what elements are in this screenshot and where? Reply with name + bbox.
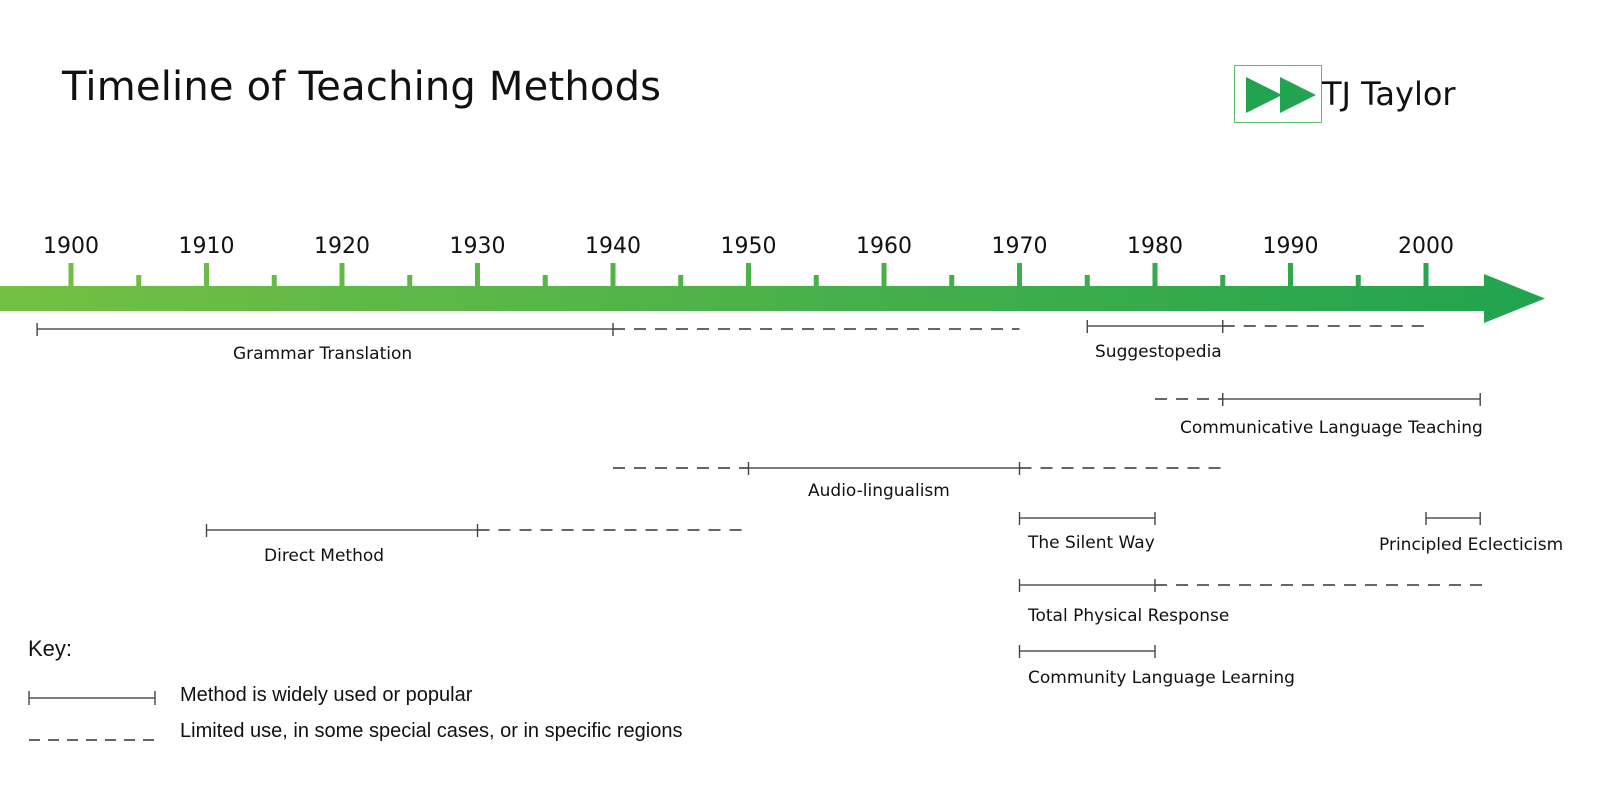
method-label: Total Physical Response xyxy=(1027,606,1229,626)
major-tick xyxy=(746,263,751,287)
logo-frame xyxy=(1234,65,1322,123)
minor-tick xyxy=(136,275,142,287)
minor-tick xyxy=(678,275,684,287)
major-tick xyxy=(1423,263,1429,287)
method-label: Grammar Translation xyxy=(233,344,412,364)
method-direct-method: Direct Method xyxy=(205,524,749,566)
minor-tick xyxy=(271,275,277,287)
method-label: Community Language Learning xyxy=(1028,668,1295,688)
year-label: 1990 xyxy=(1263,234,1319,259)
logo-text: TJ Taylor xyxy=(1322,75,1456,113)
year-label: 1950 xyxy=(721,234,777,259)
method-community-language-learning: Community Language Learning xyxy=(1018,645,1295,688)
major-tick xyxy=(204,263,209,287)
method-label: Principled Eclecticism xyxy=(1379,535,1563,555)
minor-tick xyxy=(1355,275,1361,287)
major-tick xyxy=(1017,263,1022,287)
year-label: 1980 xyxy=(1127,234,1183,259)
major-tick xyxy=(339,263,345,287)
method-audio-lingualism: Audio-lingualism xyxy=(613,462,1223,501)
method-the-silent-way: The Silent Way xyxy=(1018,512,1156,553)
method-suggestopedia: Suggestopedia xyxy=(1086,320,1426,362)
major-tick xyxy=(610,263,616,287)
year-label: 1920 xyxy=(314,234,370,259)
key-dashed-label: Limited use, in some special cases, or i… xyxy=(180,720,683,742)
timeline-arrow xyxy=(0,274,1545,323)
year-label: 1900 xyxy=(43,234,99,259)
method-communicative-language-teaching: Communicative Language Teaching xyxy=(1155,393,1483,438)
year-label: 1960 xyxy=(856,234,912,259)
method-principled-eclecticism: Principled Eclecticism xyxy=(1379,512,1563,555)
year-label: 1910 xyxy=(179,234,235,259)
method-label: Direct Method xyxy=(264,546,384,566)
minor-tick xyxy=(542,275,548,287)
method-label: Communicative Language Teaching xyxy=(1180,418,1483,438)
major-tick xyxy=(1288,263,1293,287)
minor-tick xyxy=(1220,275,1226,287)
timeline-axis: 1900 1910 1920 1930 1940 1950 1960 1970 1980 1990… xyxy=(0,234,1545,323)
key-solid-label: Method is widely used or popular xyxy=(180,684,473,706)
major-tick xyxy=(475,263,480,287)
method-label: The Silent Way xyxy=(1027,533,1155,553)
major-tick xyxy=(68,263,74,287)
key-lines xyxy=(28,691,156,741)
method-total-physical-response: Total Physical Response xyxy=(1018,579,1487,626)
minor-tick xyxy=(813,275,819,287)
method-grammar-translation: Grammar Translation xyxy=(36,323,1020,364)
year-label: 1930 xyxy=(450,234,506,259)
method-label: Suggestopedia xyxy=(1095,342,1222,362)
page-title: Timeline of Teaching Methods xyxy=(62,64,662,110)
major-tick xyxy=(881,263,887,287)
year-label: 1970 xyxy=(992,234,1048,259)
logo: TJ Taylor xyxy=(1234,65,1574,125)
fast-forward-icon xyxy=(1246,77,1316,113)
method-label: Audio-lingualism xyxy=(808,481,950,501)
methods: Grammar Translation Suggestopedia Communic… xyxy=(36,320,1563,688)
minor-tick xyxy=(949,275,955,287)
major-tick xyxy=(1152,263,1158,287)
minor-tick xyxy=(407,275,413,287)
key-title: Key: xyxy=(28,636,73,661)
minor-tick xyxy=(1084,275,1090,287)
year-label: 1940 xyxy=(585,234,641,259)
year-label: 2000 xyxy=(1398,234,1454,259)
